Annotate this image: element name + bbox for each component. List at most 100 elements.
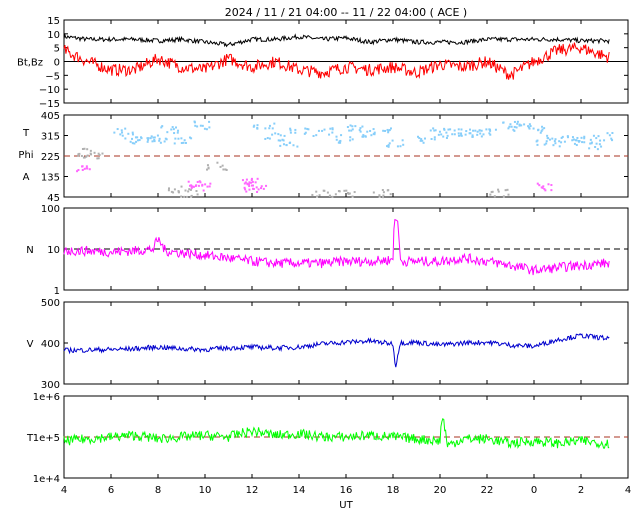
phi-point bbox=[250, 181, 253, 184]
series-density bbox=[63, 218, 610, 276]
phi-point bbox=[156, 134, 159, 137]
phi-point bbox=[124, 137, 127, 140]
phi-point bbox=[252, 125, 255, 128]
phi-point bbox=[595, 137, 598, 140]
phi-point bbox=[506, 188, 509, 191]
phi-point bbox=[600, 145, 603, 148]
phi-point bbox=[85, 165, 88, 168]
phi-point bbox=[165, 138, 168, 141]
phi-point bbox=[328, 133, 331, 136]
phi-point bbox=[388, 129, 391, 132]
phi-point bbox=[294, 128, 297, 131]
phi-point bbox=[446, 134, 449, 137]
x-tick-label: 4 bbox=[625, 485, 631, 496]
phi-point bbox=[146, 137, 149, 140]
phi-point bbox=[472, 129, 475, 132]
phi-point bbox=[152, 136, 155, 139]
phi-point bbox=[187, 190, 190, 193]
phi-point bbox=[432, 127, 435, 130]
phi-point bbox=[243, 186, 246, 189]
y-tick-label: 10 bbox=[47, 30, 60, 41]
phi-point bbox=[596, 148, 599, 151]
phi-point bbox=[529, 125, 532, 128]
phi-point bbox=[494, 128, 497, 131]
phi-point bbox=[536, 143, 539, 146]
phi-point bbox=[546, 137, 549, 140]
phi-point bbox=[553, 140, 556, 143]
phi-point bbox=[610, 137, 613, 140]
phi-point bbox=[349, 124, 352, 127]
phi-point bbox=[255, 186, 258, 189]
phi-point bbox=[361, 125, 364, 128]
y-tick-label: −5 bbox=[45, 71, 60, 82]
phi-point bbox=[289, 127, 292, 130]
phi-point bbox=[147, 137, 150, 140]
phi-point bbox=[460, 134, 463, 137]
phi-point bbox=[489, 133, 492, 136]
phi-point bbox=[196, 193, 199, 196]
phi-point bbox=[205, 128, 208, 131]
phi-point bbox=[453, 129, 456, 132]
phi-point bbox=[86, 148, 89, 151]
phi-point bbox=[453, 133, 456, 136]
phi-point bbox=[304, 131, 307, 134]
phi-point bbox=[136, 139, 139, 142]
phi-point bbox=[173, 142, 176, 145]
phi-point bbox=[491, 190, 494, 193]
phi-point bbox=[131, 133, 134, 136]
phi-point bbox=[98, 153, 101, 156]
phi-point bbox=[399, 145, 402, 148]
phi-point bbox=[334, 193, 337, 196]
phi-point bbox=[389, 127, 392, 130]
phi-point bbox=[527, 126, 530, 129]
phi-point bbox=[183, 139, 186, 142]
phi-point bbox=[595, 142, 598, 145]
y-axis-label: T bbox=[26, 433, 34, 444]
phi-point bbox=[541, 125, 544, 128]
phi-point bbox=[566, 136, 569, 139]
phi-point bbox=[599, 139, 602, 142]
phi-point bbox=[369, 129, 372, 132]
phi-point bbox=[382, 194, 385, 197]
phi-point bbox=[329, 127, 332, 130]
phi-point bbox=[543, 143, 546, 146]
phi-point bbox=[219, 165, 222, 168]
phi-point bbox=[528, 127, 531, 130]
phi-point bbox=[323, 189, 326, 192]
phi-point bbox=[188, 188, 191, 191]
phi-point bbox=[253, 124, 256, 127]
chart-title: 2024 / 11 / 21 04:00 -- 11 / 22 04:00 ( … bbox=[225, 6, 467, 19]
phi-point bbox=[323, 128, 326, 131]
phi-point bbox=[294, 131, 297, 134]
phi-point bbox=[254, 181, 257, 184]
phi-point bbox=[206, 185, 209, 188]
y-axis-label: Bt,Bz bbox=[17, 58, 43, 69]
phi-point bbox=[594, 145, 597, 148]
phi-point bbox=[159, 141, 162, 144]
phi-point bbox=[338, 190, 341, 193]
phi-point bbox=[256, 124, 259, 127]
phi-point bbox=[81, 165, 84, 168]
phi-point bbox=[318, 194, 321, 197]
phi-point bbox=[538, 184, 541, 187]
phi-point bbox=[560, 141, 563, 144]
phi-point bbox=[418, 137, 421, 140]
phi-point bbox=[402, 143, 405, 146]
phi-point bbox=[366, 130, 369, 133]
phi-point bbox=[190, 194, 193, 197]
phi-point bbox=[277, 133, 280, 136]
y-tick-label: 15 bbox=[47, 16, 60, 27]
phi-point bbox=[561, 135, 564, 138]
phi-point bbox=[469, 128, 472, 131]
phi-point bbox=[513, 120, 516, 123]
y-axis-label: V bbox=[27, 339, 34, 350]
phi-point bbox=[489, 193, 492, 196]
phi-point bbox=[180, 185, 183, 188]
phi-point bbox=[250, 184, 253, 187]
phi-point bbox=[129, 140, 132, 143]
phi-point bbox=[256, 126, 259, 129]
phi-point bbox=[382, 191, 385, 194]
x-tick-label: 18 bbox=[387, 485, 400, 496]
phi-point bbox=[292, 144, 295, 147]
phi-point bbox=[566, 135, 569, 138]
